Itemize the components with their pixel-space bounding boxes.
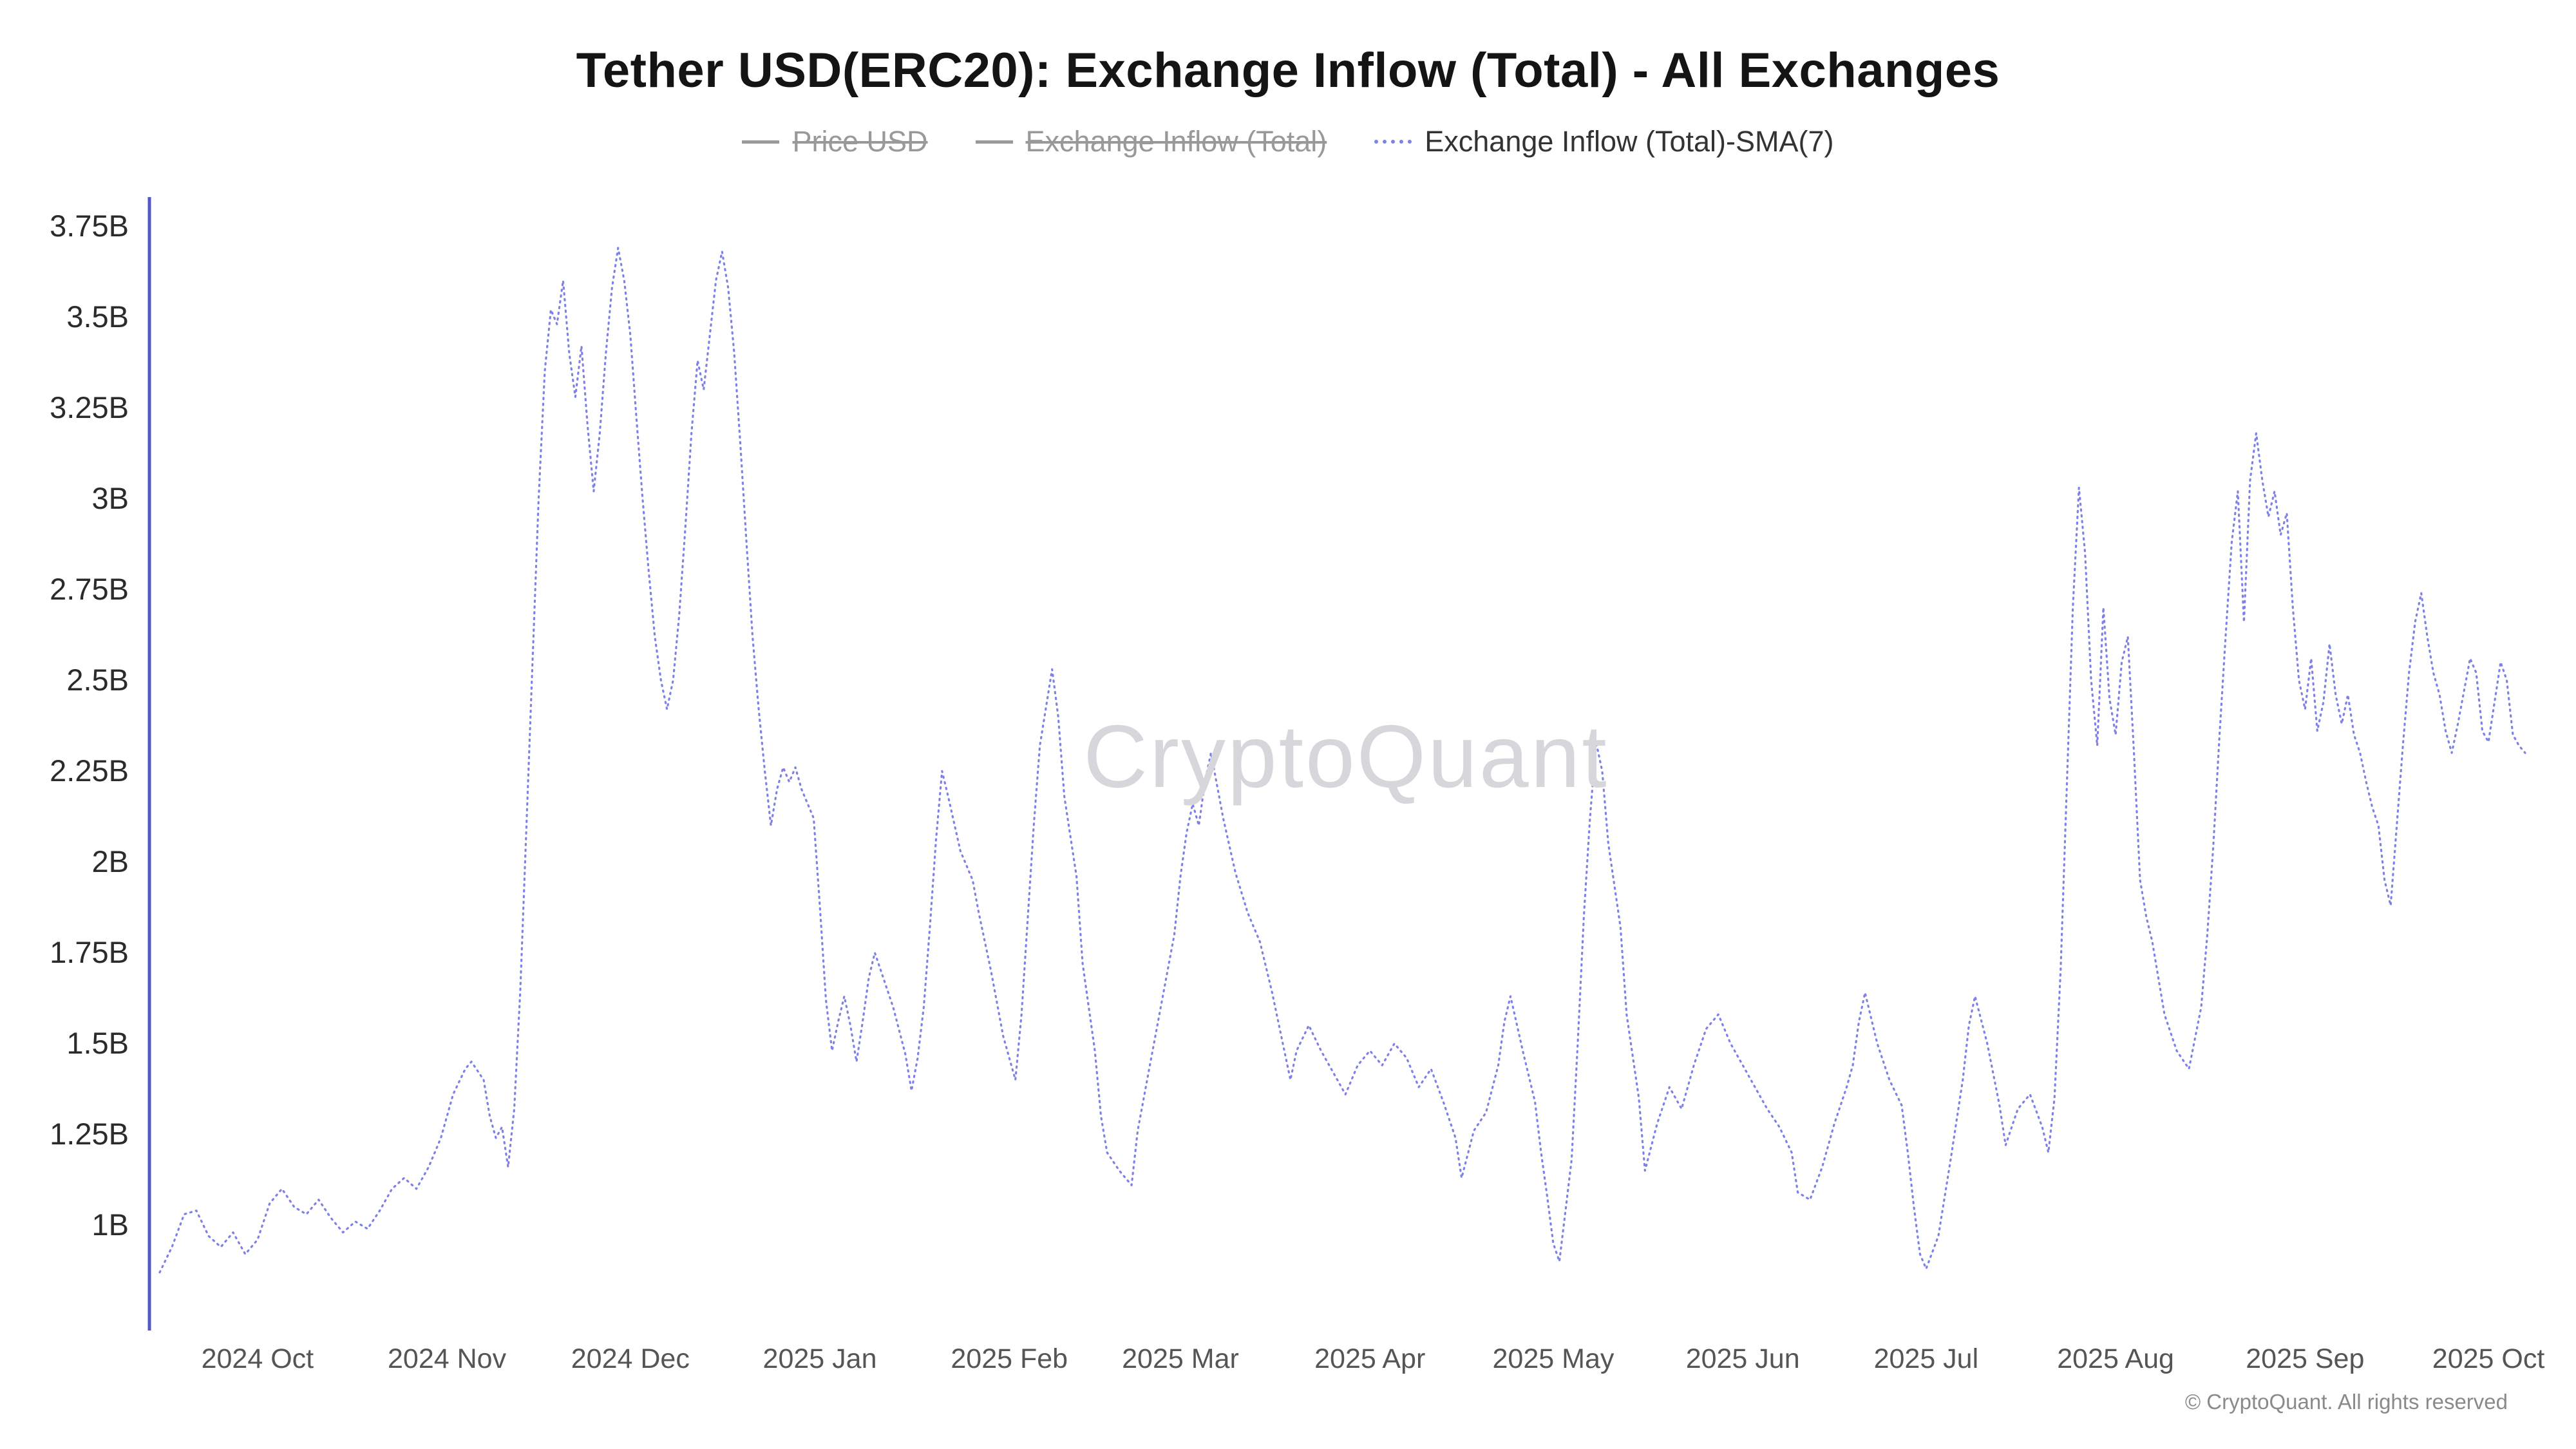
legend-label-exchange-inflow-sma7: Exchange Inflow (Total)-SMA(7) [1425,125,1834,158]
series-line-sma7 [158,247,2526,1274]
copyright-notice: © CryptoQuant. All rights reserved [2184,1390,2508,1414]
y-tick-label: 2B [91,844,129,879]
legend-swatch-line-icon [742,140,780,144]
y-tick-label: 1.75B [50,935,129,970]
y-tick-label: 2.75B [50,572,129,607]
y-tick-label: 3.5B [66,299,129,334]
y-tick-label: 2.25B [50,753,129,788]
y-tick-label: 1.5B [66,1026,129,1061]
y-tick-label: 1B [91,1208,129,1242]
y-tick-label: 3B [91,481,129,516]
legend-swatch-line-icon [975,140,1013,144]
y-axis: 1B 1.25B 1.5B 1.75B 2B 2.25B 2.5B 2.75B 3B 3.25B 3… [0,0,132,1449]
y-tick-label: 1.25B [50,1117,129,1151]
page-title: Tether USD(ERC20): Exchange Inflow (Tota… [576,43,2000,98]
legend-item-exchange-inflow-total[interactable]: Exchange Inflow (Total) [975,125,1327,158]
y-tick-label: 3.75B [50,209,129,243]
legend-label-price-usd: Price USD [792,125,928,158]
y-tick-label: 3.25B [50,390,129,425]
legend-label-exchange-inflow-total: Exchange Inflow (Total) [1025,125,1327,158]
y-tick-label: 2.5B [66,663,129,697]
legend-item-price-usd[interactable]: Price USD [742,125,928,158]
chart-legend: Price USD Exchange Inflow (Total) Exchan… [0,125,2576,158]
legend-swatch-dotted-line-icon [1374,140,1412,144]
legend-item-exchange-inflow-sma7[interactable]: Exchange Inflow (Total)-SMA(7) [1374,125,1834,158]
